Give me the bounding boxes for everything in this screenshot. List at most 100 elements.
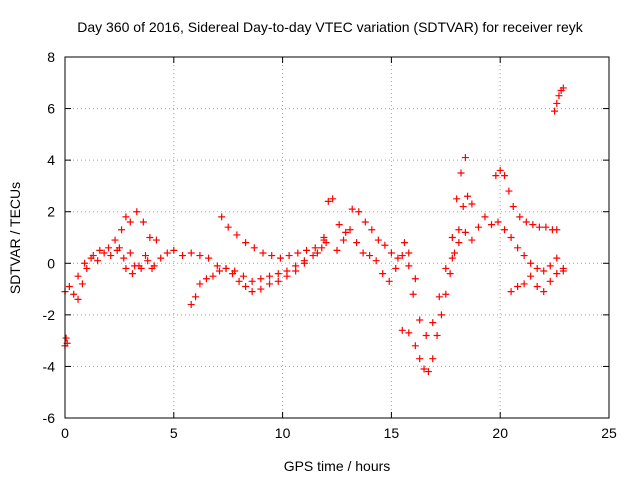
data-point	[309, 252, 317, 260]
data-point	[133, 208, 141, 216]
data-point	[294, 249, 302, 257]
data-point	[96, 246, 104, 254]
data-point	[398, 326, 406, 334]
data-point	[250, 244, 258, 252]
data-point	[468, 236, 476, 244]
data-point	[442, 290, 450, 298]
data-point	[74, 272, 82, 280]
data-point	[533, 264, 541, 272]
data-point	[139, 218, 147, 226]
y-axis-label: SDTVAR / TECUs	[7, 182, 23, 294]
data-point	[283, 272, 291, 280]
data-point	[257, 275, 265, 283]
data-point	[392, 264, 400, 272]
y-tick-label: -4	[43, 358, 56, 374]
data-point	[218, 213, 226, 221]
data-point	[126, 218, 134, 226]
data-point	[187, 249, 195, 257]
data-point	[359, 249, 367, 257]
data-point	[222, 264, 230, 272]
data-point	[424, 368, 432, 376]
data-point	[335, 221, 343, 229]
x-tick-label: 25	[601, 425, 617, 441]
x-tick-label: 0	[61, 425, 69, 441]
data-point	[268, 252, 276, 260]
data-point	[509, 203, 517, 211]
data-point	[527, 272, 535, 280]
data-point	[142, 252, 150, 260]
data-point	[405, 329, 413, 337]
data-point	[205, 254, 213, 262]
data-point	[105, 244, 113, 252]
data-point	[446, 270, 454, 278]
data-point	[540, 267, 548, 275]
data-point	[496, 166, 504, 174]
data-point	[405, 249, 413, 257]
data-point	[353, 239, 361, 247]
data-point	[387, 249, 395, 257]
series-track-j	[409, 154, 469, 339]
y-tick-label: 8	[47, 49, 55, 65]
data-point	[318, 244, 326, 252]
data-point	[213, 262, 221, 270]
data-point	[118, 226, 126, 234]
data-point	[303, 246, 311, 254]
y-tick-label: 4	[47, 152, 55, 168]
data-point	[257, 285, 265, 293]
data-point	[259, 249, 267, 257]
data-point	[453, 195, 461, 203]
data-point	[494, 218, 502, 226]
data-point	[448, 254, 456, 262]
x-tick-label: 20	[492, 425, 508, 441]
data-point	[115, 244, 123, 252]
data-point	[196, 280, 204, 288]
data-point	[514, 282, 522, 290]
x-axis-label: GPS time / hours	[284, 458, 391, 474]
data-point	[553, 270, 561, 278]
data-point	[329, 195, 337, 203]
data-point	[461, 228, 469, 236]
data-point	[416, 355, 424, 363]
data-point	[551, 107, 559, 115]
chart-title: Day 360 of 2016, Sidereal Day-to-day VTE…	[77, 19, 583, 35]
data-point	[540, 288, 548, 296]
data-point	[70, 290, 78, 298]
data-point	[292, 267, 300, 275]
data-point	[533, 282, 541, 290]
series-track-d	[115, 244, 156, 278]
data-point	[435, 293, 443, 301]
data-point	[492, 172, 500, 180]
data-point	[233, 231, 241, 239]
plot-frame	[64, 56, 610, 419]
data-point	[455, 239, 463, 247]
series-track-g	[313, 195, 413, 262]
data-point	[346, 226, 354, 234]
grid-lines	[65, 57, 609, 418]
data-point	[529, 221, 537, 229]
data-point	[170, 246, 178, 254]
data-point	[398, 252, 406, 260]
data-point	[224, 223, 232, 231]
data-point	[81, 259, 89, 267]
data-point	[409, 290, 417, 298]
data-point	[285, 252, 293, 260]
data-point	[144, 257, 152, 265]
data-point	[78, 280, 86, 288]
y-tick-label: -6	[43, 410, 56, 426]
data-point	[366, 252, 374, 260]
data-point	[451, 249, 459, 257]
data-point	[437, 311, 445, 319]
data-point	[196, 252, 204, 260]
data-point	[368, 226, 376, 234]
data-point	[559, 84, 567, 92]
x-tick-label: 5	[170, 425, 178, 441]
data-point	[501, 172, 509, 180]
data-point	[420, 365, 428, 373]
data-point	[122, 213, 130, 221]
data-point	[429, 355, 437, 363]
data-point	[501, 226, 509, 234]
data-point	[148, 264, 156, 272]
data-point	[266, 280, 274, 288]
